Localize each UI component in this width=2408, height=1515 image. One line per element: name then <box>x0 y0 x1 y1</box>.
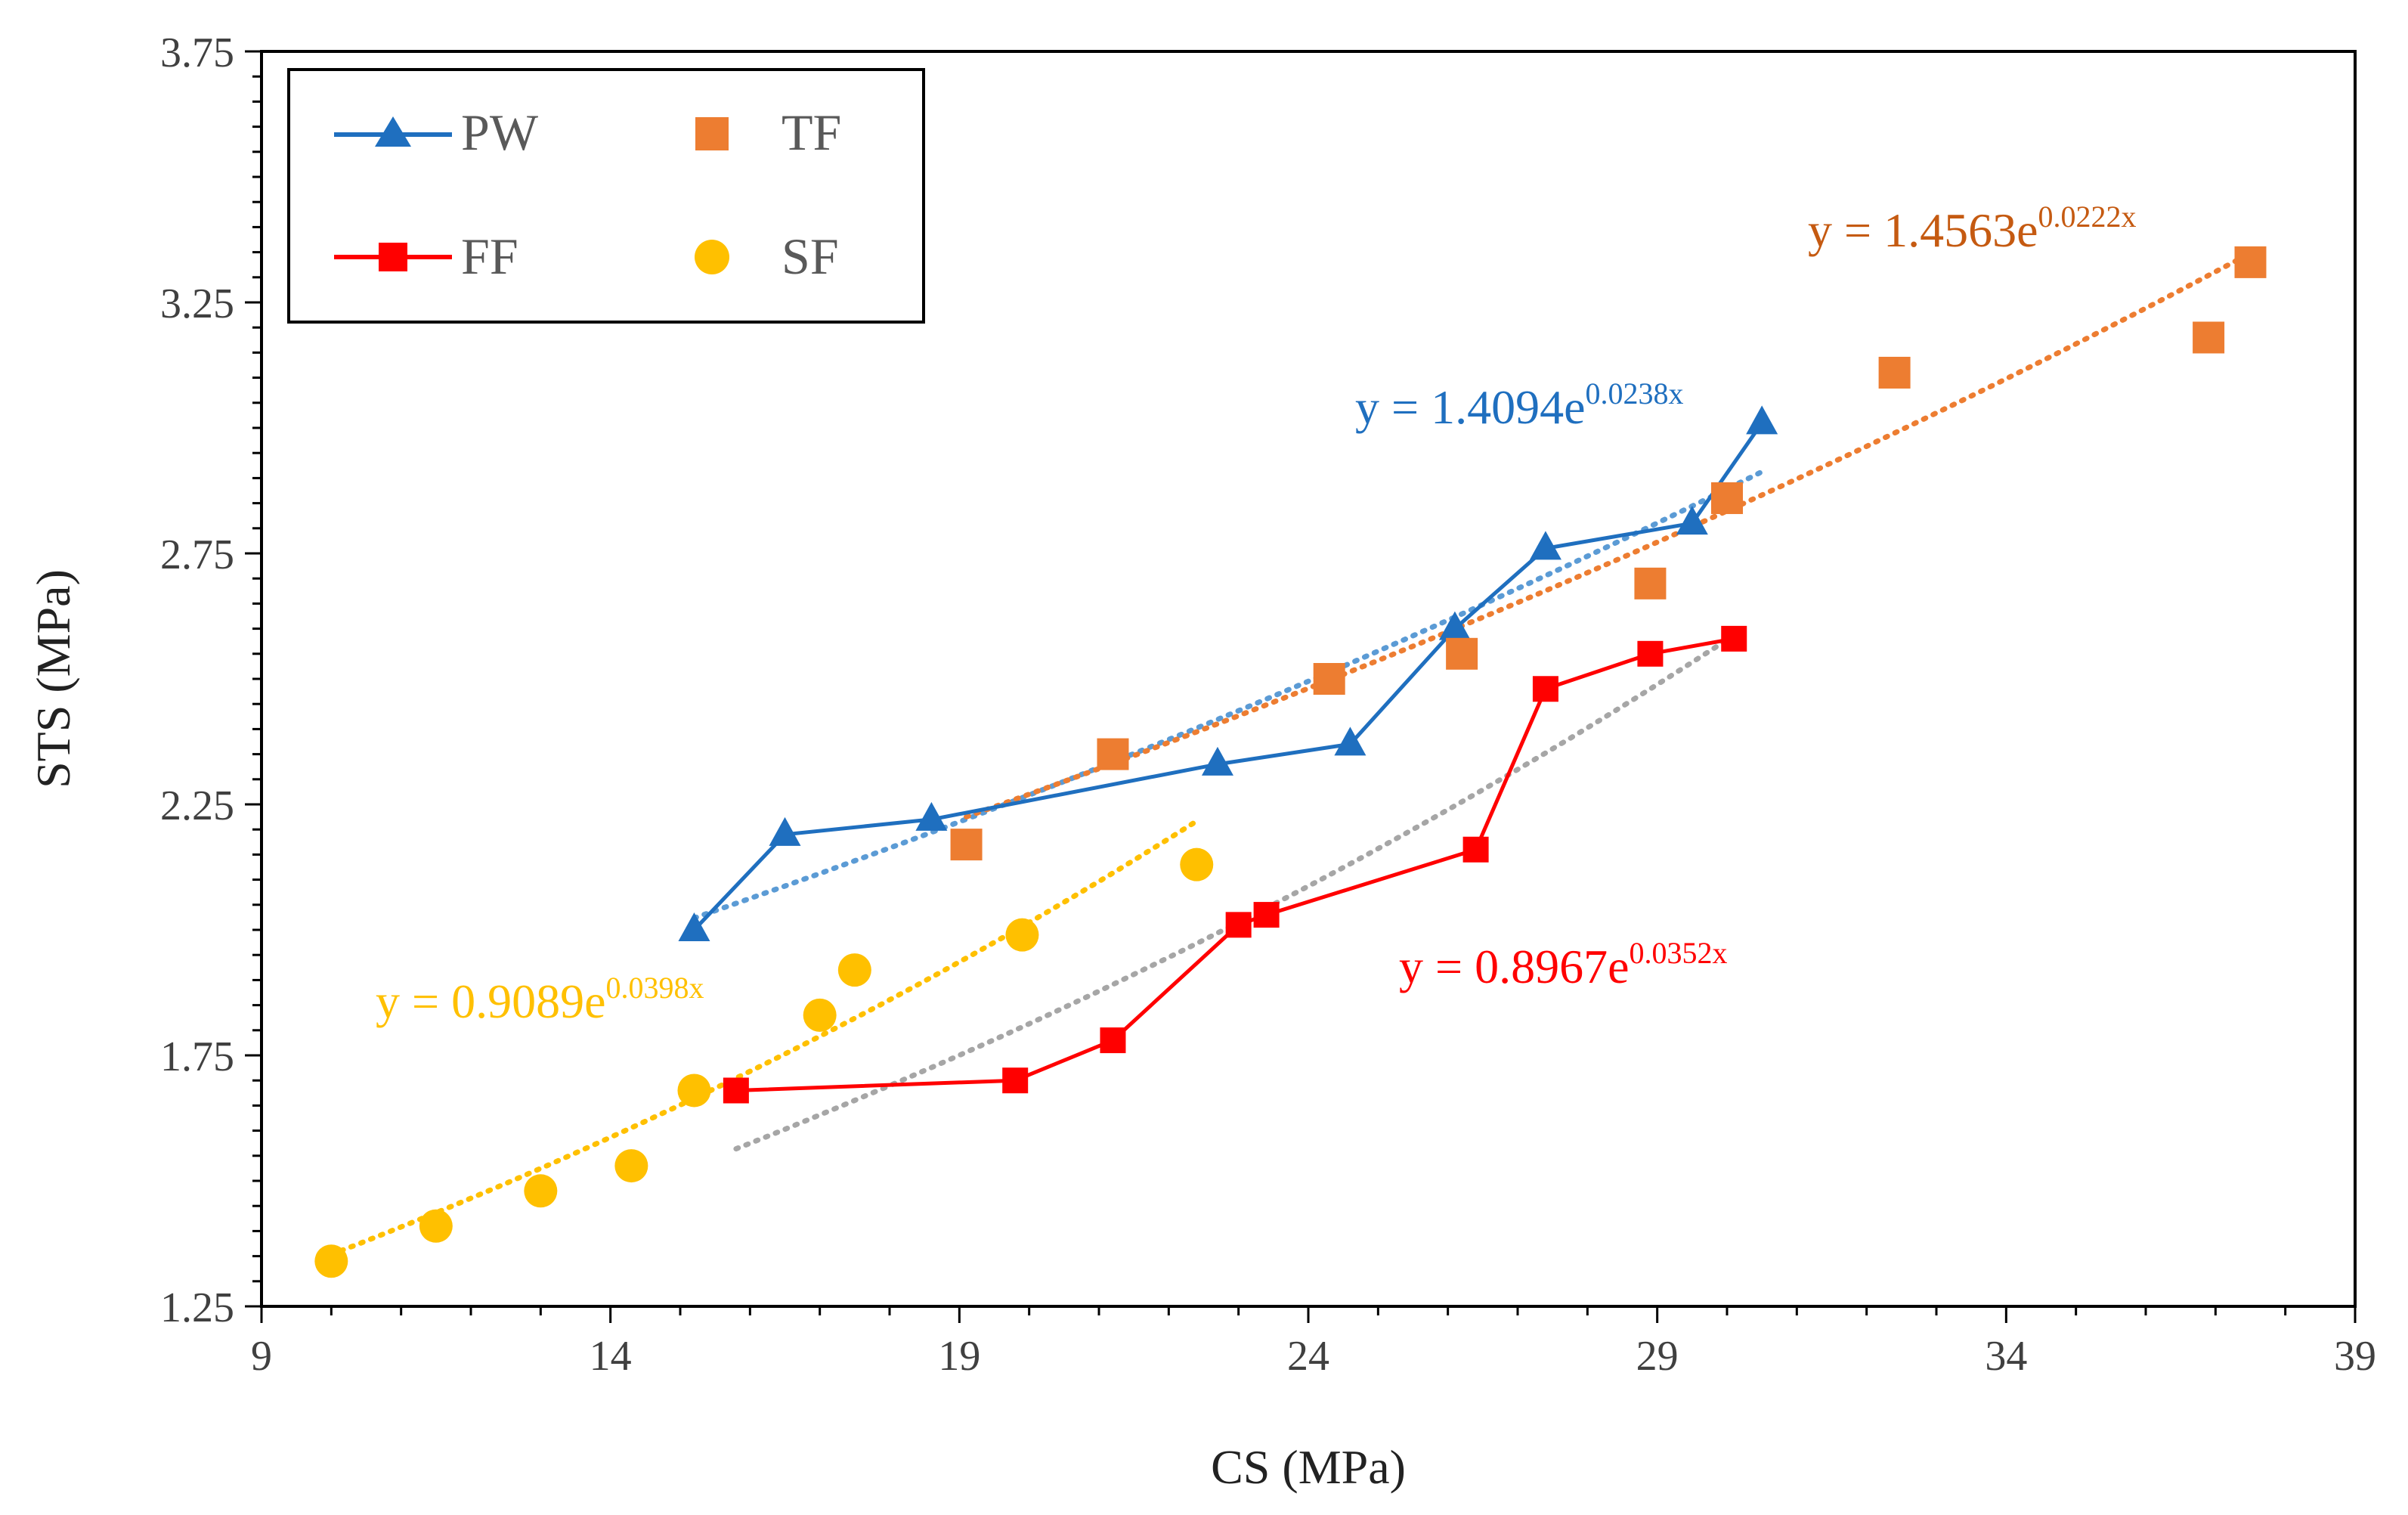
point-sf <box>614 1149 648 1183</box>
point-tf <box>950 829 983 861</box>
point-ff <box>1462 836 1489 863</box>
legend-item-pw: PW <box>334 104 539 161</box>
x-tick-label: 19 <box>938 1333 980 1380</box>
y-tick-label: 1.75 <box>160 1033 234 1080</box>
point-sf <box>1005 918 1039 952</box>
point-pw <box>1201 746 1233 776</box>
y-axis-title: STS (MPa) <box>26 569 80 788</box>
equation-ff: y = 0.8967e0.0352x <box>1399 936 1728 993</box>
x-tick-label: 39 <box>2334 1333 2376 1380</box>
y-tick-label: 1.25 <box>160 1284 234 1331</box>
y-axis-ticks <box>245 50 262 1308</box>
legend-label-ff: FF <box>461 228 518 285</box>
point-pw <box>1746 405 1778 435</box>
trendline-pw <box>692 469 1765 921</box>
legend-item-ff: FF <box>334 228 518 285</box>
legend-label-pw: PW <box>461 104 539 161</box>
point-tf <box>1446 637 1478 670</box>
point-tf <box>1878 356 1911 389</box>
y-tick-label: 2.25 <box>160 782 234 829</box>
x-axis-title: CS (MPa) <box>1211 1440 1406 1494</box>
legend-marker-ff <box>379 243 407 271</box>
y-tick-label: 2.75 <box>160 531 234 578</box>
x-tick-label: 29 <box>1636 1333 1679 1380</box>
point-tf <box>1711 482 1743 514</box>
legend-box <box>287 68 925 324</box>
point-sf <box>677 1074 711 1108</box>
series-tf <box>950 246 2267 861</box>
equation-tf: y = 1.4563e0.0222x <box>1808 200 2137 257</box>
point-tf <box>1634 567 1667 599</box>
point-pw <box>1438 611 1471 640</box>
x-tick-label: 14 <box>590 1333 632 1380</box>
y-tick-label: 3.25 <box>160 280 234 327</box>
trendline-tf <box>964 250 2253 819</box>
y-tick-label: 3.75 <box>160 29 234 76</box>
point-ff <box>723 1077 749 1104</box>
legend-marker-pw <box>375 116 411 147</box>
series-ff <box>723 625 1747 1104</box>
trendline-ff <box>733 632 1737 1152</box>
point-pw <box>1676 506 1708 535</box>
y-axis-tick-labels: 1.25 1.75 2.25 2.75 3.25 3.75 <box>160 29 234 1331</box>
x-tick-label: 9 <box>251 1333 272 1380</box>
legend-item-sf: SF <box>695 228 839 285</box>
point-pw <box>1334 727 1366 756</box>
x-tick-label: 34 <box>1985 1333 2027 1380</box>
point-sf <box>837 953 871 987</box>
point-sf <box>524 1174 558 1208</box>
point-ff <box>1100 1027 1126 1054</box>
x-axis-ticks <box>260 1306 2357 1323</box>
legend-item-tf: TF <box>695 104 841 161</box>
series-sf <box>314 847 1214 1278</box>
point-ff <box>1225 912 1252 938</box>
point-ff <box>1002 1067 1029 1094</box>
series-pw <box>678 405 1778 941</box>
point-tf <box>1097 738 1129 770</box>
legend-label-sf: SF <box>782 228 839 285</box>
point-pw <box>915 801 948 831</box>
x-tick-label: 24 <box>1287 1333 1329 1380</box>
legend: PW TF FF SF <box>287 68 925 324</box>
legend-marker-sf <box>695 240 729 274</box>
point-sf <box>803 998 837 1032</box>
point-sf <box>314 1244 348 1278</box>
point-pw <box>769 816 801 846</box>
equation-pw: y = 1.4094e0.0238x <box>1355 376 1684 434</box>
point-tf <box>2193 321 2225 354</box>
point-tf <box>2234 246 2267 278</box>
legend-marker-tf <box>695 117 729 150</box>
trendlines <box>328 250 2253 1257</box>
equation-sf: y = 0.9089e0.0398x <box>376 971 704 1028</box>
legend-label-tf: TF <box>782 104 841 161</box>
point-ff <box>1253 902 1280 928</box>
x-axis-tick-labels: 9 14 19 24 29 34 39 <box>251 1333 2376 1380</box>
point-sf <box>1180 847 1214 881</box>
point-pw <box>1529 531 1561 560</box>
point-ff <box>1637 640 1664 667</box>
point-ff <box>1721 625 1747 652</box>
point-pw <box>678 912 710 941</box>
point-ff <box>1532 676 1558 702</box>
point-tf <box>1313 663 1345 695</box>
point-sf <box>419 1209 453 1243</box>
